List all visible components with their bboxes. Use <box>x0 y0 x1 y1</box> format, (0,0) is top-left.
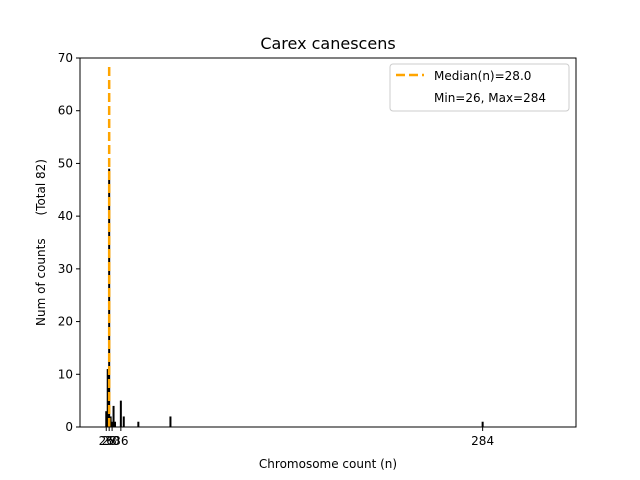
bar-n-31 <box>112 405 115 427</box>
y-tick-label: 70 <box>58 51 73 65</box>
y-tick-label: 10 <box>58 367 73 381</box>
bar-n-38 <box>122 416 125 427</box>
bar-n-284 <box>481 421 484 427</box>
y-axis-label-main: Num of counts <box>34 238 48 326</box>
y-axis: 0 10 20 30 40 50 60 70 <box>58 51 80 434</box>
bar-n-28 <box>108 168 111 427</box>
bar-n-32 <box>114 421 117 427</box>
bar-n-36 <box>119 400 122 427</box>
x-tick-label: 36 <box>113 434 128 448</box>
bar-n-70 <box>169 416 172 427</box>
legend-median-label: Median(n)=28.0 <box>434 69 531 83</box>
x-tick-label: 284 <box>471 434 494 448</box>
chart-title: Carex canescens <box>260 34 395 53</box>
bar-n-29 <box>109 416 112 427</box>
plot-background <box>80 58 576 427</box>
y-axis-label-total: (Total 82) <box>34 159 48 215</box>
y-tick-label: 40 <box>58 209 73 223</box>
bar-n-30 <box>111 421 114 427</box>
legend: Median(n)=28.0 Min=26, Max=284 <box>389 63 570 112</box>
y-axis-label-group: Num of counts (Total 82) <box>34 159 48 326</box>
y-tick-label: 30 <box>58 262 73 276</box>
x-tick-label: 30 <box>104 434 119 448</box>
y-tick-label: 20 <box>58 315 73 329</box>
y-tick-label: 0 <box>65 420 73 434</box>
bar-group <box>105 168 484 427</box>
y-axis-label-spacer <box>34 216 48 239</box>
x-tick-label: 28 <box>102 434 117 448</box>
legend-frame <box>389 63 570 112</box>
bar-n-26 <box>105 411 108 427</box>
x-tick-label: 26 <box>99 434 114 448</box>
x-axis-label: Chromosome count (n) <box>259 457 397 471</box>
bar-n-27 <box>106 369 109 427</box>
plot-area <box>79 57 577 428</box>
plot-frame <box>79 57 577 428</box>
legend-range-label: Min=26, Max=284 <box>434 91 546 105</box>
y-axis-label: Num of counts (Total 82) <box>34 159 48 326</box>
y-tick-label: 50 <box>58 156 73 170</box>
y-tick-label: 60 <box>58 104 73 118</box>
bar-n-48 <box>137 421 140 427</box>
